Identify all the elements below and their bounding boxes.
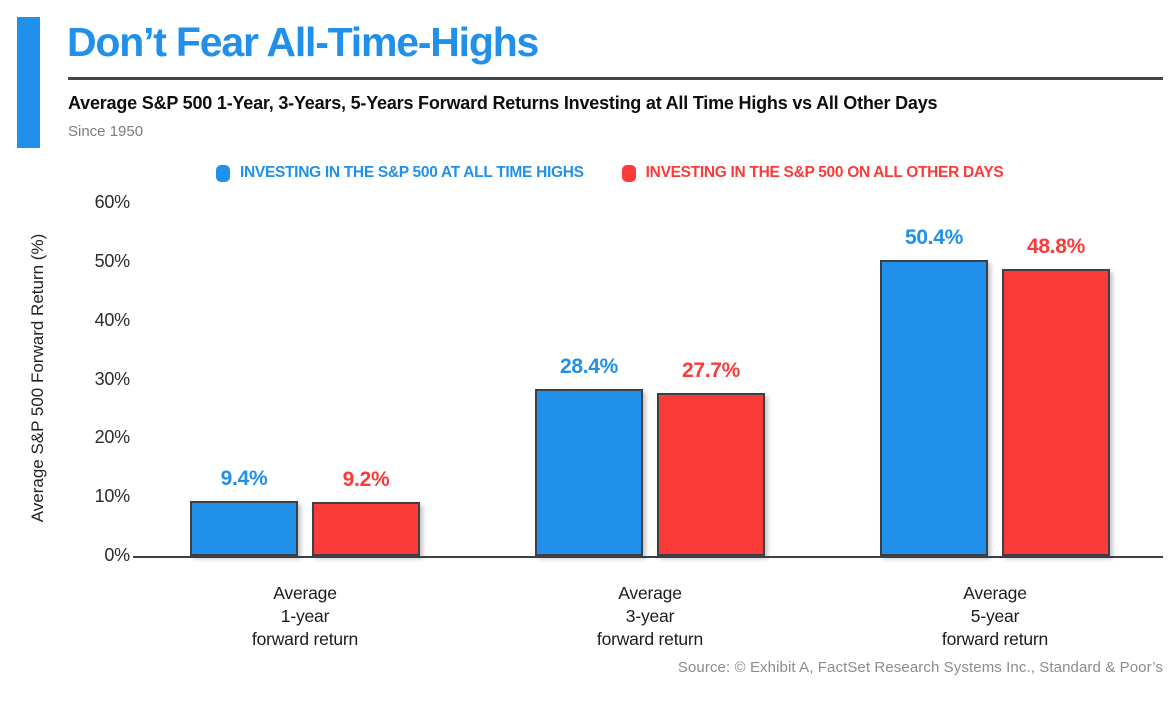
bar-all-other-days-0: [312, 502, 420, 556]
bar-value-label: 9.4%: [220, 467, 268, 490]
chart-subtitle: Average S&P 500 1-Year, 3-Years, 5-Years…: [68, 93, 938, 113]
y-tick-label: 30%: [94, 368, 131, 389]
bar-all-time-highs-0: [190, 501, 298, 556]
bar-value-label: 48.8%: [1026, 235, 1086, 258]
bar-all-other-days-1: [657, 393, 765, 556]
y-tick-label: 40%: [94, 309, 131, 330]
x-category-label-1: Average 3-year forward return: [596, 583, 704, 649]
x-category-label-0: Average 1-year forward return: [251, 583, 359, 649]
page-title: Don’t Fear All-Time-Highs: [67, 19, 539, 65]
y-tick-label: 50%: [94, 251, 131, 271]
chart-period-label: Since 1950: [68, 123, 144, 140]
bar-value-label: 9.2%: [342, 468, 390, 491]
legend-marker-blue-icon: [216, 164, 230, 182]
y-tick-label: 20%: [94, 427, 131, 448]
bar-all-time-highs-1: [535, 389, 643, 556]
legend: INVESTING IN THE S&P 500 AT ALL TIME HIG…: [216, 164, 1004, 182]
x-axis-baseline: [133, 556, 1163, 558]
x-category-label-2: Average 5-year forward return: [941, 583, 1049, 649]
legend-marker-red-icon: [621, 164, 636, 182]
source-note: Source: © Exhibit A, FactSet Research Sy…: [677, 659, 1163, 676]
bar-all-time-highs-2: [880, 260, 988, 556]
bar-value-label: 50.4%: [904, 226, 964, 249]
legend-item-all-other-days: INVESTING IN THE S&P 500 ON ALL OTHER DA…: [621, 164, 1004, 182]
legend-label-all-time-highs: INVESTING IN THE S&P 500 AT ALL TIME HIG…: [240, 164, 584, 181]
y-tick-label: 0%: [104, 545, 130, 565]
bar-all-other-days-2: [1002, 269, 1110, 556]
y-tick-label: 10%: [94, 486, 131, 507]
bar-value-label: 27.7%: [681, 359, 741, 382]
legend-label-all-other-days: INVESTING IN THE S&P 500 ON ALL OTHER DA…: [645, 164, 1004, 181]
legend-item-all-time-highs: INVESTING IN THE S&P 500 AT ALL TIME HIG…: [216, 164, 584, 182]
accent-bar: [17, 17, 40, 148]
bar-value-label: 28.4%: [559, 355, 619, 378]
title-divider: [68, 77, 1163, 80]
y-tick-label: 60%: [94, 192, 131, 213]
